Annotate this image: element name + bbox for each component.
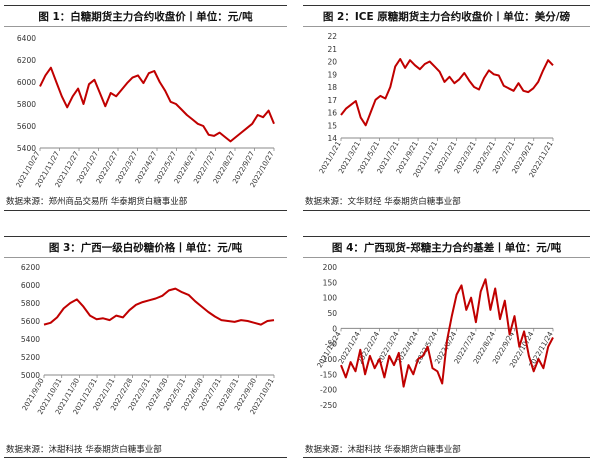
- bottom-rule: [303, 457, 590, 458]
- y-tick-label: 150: [323, 278, 338, 287]
- data-source: 数据来源：文华财经 华泰期货白糖事业部: [305, 197, 461, 207]
- chart-title: 图 2：ICE 原糖期货主力合约收盘价丨单位：美分/磅: [322, 10, 571, 23]
- series-line: [39, 66, 275, 143]
- y-tick-label: 100: [323, 294, 338, 303]
- y-tick-label: 20: [327, 58, 337, 67]
- y-tick-label: 5600: [21, 317, 40, 326]
- series-line: [43, 287, 275, 326]
- y-tick-label: 5400: [21, 335, 40, 344]
- chart-title-bar: 图 3：广西一级白砂糖价格丨单位：元/吨: [4, 236, 287, 258]
- y-tick-label: 0: [332, 324, 337, 333]
- chart-panel-4: 图 4：广西现货-郑糖主力合约基差丨单位：元/吨 -250 -200 -150 -10…: [303, 236, 590, 461]
- y-tick-label: 200: [323, 263, 338, 272]
- y-tick-label: 5200: [21, 353, 40, 362]
- chart-panel-3: 图 3：广西一级白砂糖价格丨单位：元/吨 5000 5200 5400 5600 580…: [4, 236, 287, 461]
- data-source: 数据来源：郑州商品交易所 华泰期货白糖事业部: [6, 197, 188, 207]
- chart-title: 图 4：广西现货-郑糖主力合约基差丨单位：元/吨: [331, 241, 562, 254]
- y-tick-label: 50: [327, 309, 337, 318]
- chart-title-bar: 图 4：广西现货-郑糖主力合约基差丨单位：元/吨: [303, 236, 590, 258]
- y-tick-label: 14: [327, 134, 337, 143]
- series-line: [340, 58, 554, 127]
- y-tick-label: -50: [325, 340, 337, 349]
- y-tick-label: 5800: [17, 100, 36, 109]
- bottom-rule: [4, 210, 287, 211]
- bottom-rule: [303, 210, 590, 211]
- y-tick-label: 19: [327, 70, 337, 79]
- y-tick-label: 5600: [17, 122, 36, 131]
- y-tick-label: 17: [327, 96, 337, 105]
- chart-title: 图 1：白糖期货主力合约收盘价丨单位：元/吨: [38, 10, 253, 23]
- chart-title-bar: 图 1：白糖期货主力合约收盘价丨单位：元/吨: [4, 5, 287, 27]
- y-tick-label: 15: [327, 121, 337, 130]
- data-source: 数据来源：沐甜科技 华泰期货白糖事业部: [6, 445, 162, 455]
- line-chart-1: 5400560058006000620064002021/10/272021/1…: [15, 34, 276, 189]
- line-chart-4: -250-200-150-100-500501001502002021/12/2…: [316, 263, 555, 410]
- y-tick-label: 22: [327, 32, 337, 41]
- y-tick-label: -150: [320, 370, 337, 379]
- chart-panel-2: 图 2：ICE 原糖期货主力合约收盘价丨单位：美分/磅 14 15 16 17 18 19…: [303, 5, 590, 213]
- y-tick-label: 6200: [17, 56, 36, 65]
- y-tick-label: 21: [327, 45, 337, 54]
- y-tick-label: 16: [327, 109, 337, 118]
- y-tick-label: -250: [320, 401, 337, 410]
- y-tick-label: 6200: [21, 263, 40, 272]
- y-tick-label: 5800: [21, 299, 40, 308]
- y-tick-label: -100: [320, 355, 337, 364]
- line-chart-2: 1415161718192021222021/1/212021/3/212021…: [318, 32, 555, 179]
- chart-title: 图 3：广西一级白砂糖价格丨单位：元/吨: [48, 241, 243, 254]
- y-tick-label: 6000: [21, 281, 40, 290]
- y-tick-label: 6400: [17, 34, 36, 43]
- y-tick-label: -200: [320, 386, 337, 395]
- y-tick-label: 5000: [21, 371, 40, 380]
- y-tick-label: 18: [327, 83, 337, 92]
- bottom-rule: [4, 457, 287, 458]
- chart-panel-1: 图 1：白糖期货主力合约收盘价丨单位：元/吨 5400 5600 5800 6000 6…: [4, 5, 287, 213]
- data-source: 数据来源：沐甜科技 华泰期货白糖事业部: [305, 445, 461, 455]
- series-line: [340, 278, 554, 388]
- line-chart-3: 50005200540056005800600062002021/9/30202…: [21, 263, 276, 416]
- y-tick-label: 5400: [17, 144, 36, 153]
- y-tick-label: 6000: [17, 78, 36, 87]
- chart-title-bar: 图 2：ICE 原糖期货主力合约收盘价丨单位：美分/磅: [303, 5, 590, 27]
